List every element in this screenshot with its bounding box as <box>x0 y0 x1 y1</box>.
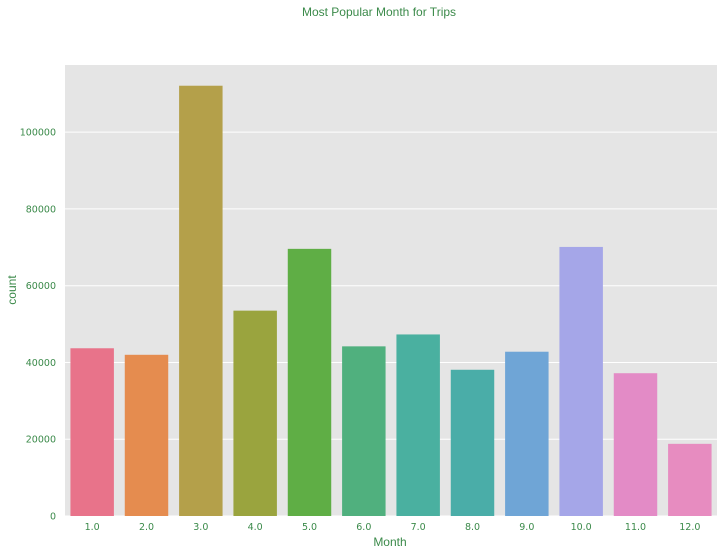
x-tick-label: 9.0 <box>519 522 534 533</box>
x-tick-label: 1.0 <box>85 522 100 533</box>
bar-1.0 <box>70 348 114 516</box>
y-axis-ticks: 0 20000 40000 60000 80000 100000 <box>20 128 56 523</box>
x-axis-label: Month <box>373 535 406 549</box>
bar-7.0 <box>396 334 440 516</box>
x-tick-label: 11.0 <box>625 522 646 533</box>
bar-11.0 <box>613 373 658 516</box>
x-tick-label: 4.0 <box>248 522 263 533</box>
x-tick-label: 7.0 <box>411 522 426 533</box>
x-axis-ticks: 1.0 2.0 3.0 4.0 5.0 6.0 7.0 8.0 9.0 10.0 11.0 12.0 <box>85 522 701 533</box>
chart-title: Most Popular Month for Trips <box>302 5 456 19</box>
y-tick-label: 100000 <box>20 128 56 139</box>
x-tick-label: 10.0 <box>571 522 592 533</box>
bar-10.0 <box>559 246 603 517</box>
x-tick-label: 5.0 <box>302 522 317 533</box>
bar-9.0 <box>505 351 549 516</box>
y-tick-label: 40000 <box>26 358 56 369</box>
bar-4.0 <box>233 310 277 516</box>
x-tick-label: 2.0 <box>139 522 154 533</box>
bar-2.0 <box>124 354 169 516</box>
y-tick-label: 0 <box>50 512 56 523</box>
bar-3.0 <box>179 85 223 516</box>
bar-5.0 <box>287 248 332 516</box>
bar-12.0 <box>668 443 712 516</box>
bars <box>70 85 712 517</box>
x-tick-label: 3.0 <box>193 522 208 533</box>
x-tick-label: 6.0 <box>356 522 371 533</box>
plot-area <box>65 65 717 516</box>
y-tick-label: 80000 <box>26 204 56 215</box>
x-tick-label: 8.0 <box>465 522 480 533</box>
y-axis-label: count <box>5 275 19 305</box>
gridlines <box>65 131 717 517</box>
bar-6.0 <box>342 346 386 516</box>
y-tick-label: 60000 <box>26 281 56 292</box>
x-tick-label: 12.0 <box>679 522 700 533</box>
bar-8.0 <box>450 369 495 516</box>
y-tick-label: 20000 <box>26 435 56 446</box>
